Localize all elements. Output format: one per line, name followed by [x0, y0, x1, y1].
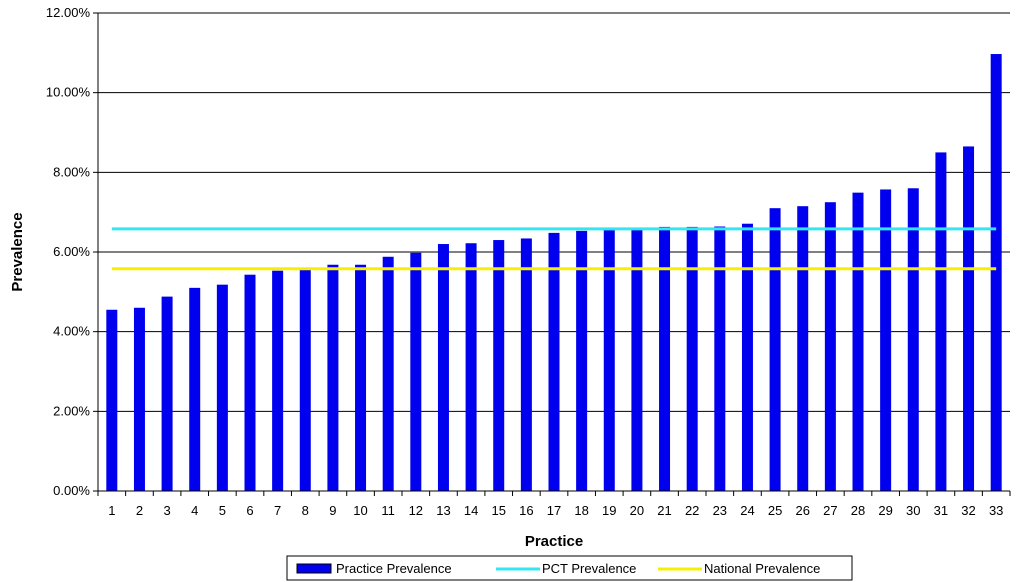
bar-practice-1	[106, 309, 118, 491]
x-axis-title: Practice	[525, 533, 583, 550]
bar-practice-12	[410, 252, 422, 491]
bar-practice-6	[244, 274, 256, 491]
bar-practice-32	[963, 146, 975, 492]
bar-practice-30	[907, 188, 919, 491]
x-tick-label: 12	[409, 503, 423, 518]
x-tick-label: 6	[246, 503, 253, 518]
x-tick-label: 8	[302, 503, 309, 518]
bar-practice-15	[493, 240, 505, 491]
x-tick-label: 28	[851, 503, 865, 518]
bar-practice-22	[686, 226, 698, 491]
x-tick-label: 26	[795, 503, 809, 518]
bar-practice-20	[631, 229, 643, 491]
bar-practice-2	[133, 307, 145, 491]
bar-practice-19	[603, 230, 615, 491]
x-tick-label: 16	[519, 503, 533, 518]
bar-practice-26	[797, 206, 809, 492]
x-tick-label: 31	[934, 503, 948, 518]
x-tick-label: 17	[547, 503, 561, 518]
bar-practice-25	[769, 208, 781, 491]
y-tick-labels: 0.00% 2.00% 4.00% 6.00% 8.00% 10.00% 12.00%	[46, 5, 91, 498]
x-tick-label: 32	[961, 503, 975, 518]
x-tick-label: 20	[630, 503, 644, 518]
bar-practice-17	[548, 232, 560, 491]
x-tick-label: 13	[436, 503, 450, 518]
bar-practice-28	[852, 192, 864, 492]
bar-practice-5	[216, 284, 228, 491]
x-tick-label: 10	[353, 503, 367, 518]
reference-lines	[111, 227, 997, 271]
x-tick-label: 21	[657, 503, 671, 518]
x-tick-label: 25	[768, 503, 782, 518]
bar-practice-14	[465, 243, 477, 491]
legend-label-national-prevalence: National Prevalence	[704, 561, 820, 576]
y-tick-label: 6.00%	[53, 244, 90, 259]
axes	[93, 12, 1011, 496]
x-tick-label: 19	[602, 503, 616, 518]
x-tick-label: 23	[713, 503, 727, 518]
x-tick-label: 14	[464, 503, 478, 518]
legend-label-practice-prevalence: Practice Prevalence	[336, 561, 452, 576]
x-tick-label: 29	[878, 503, 892, 518]
x-tick-label: 1	[108, 503, 115, 518]
bar-practice-18	[576, 230, 588, 491]
bar-practice-27	[824, 202, 836, 492]
bar-practice-13	[437, 244, 449, 491]
legend: Practice Prevalence PCT Prevalence Natio…	[286, 555, 853, 581]
legend-swatch-practice-prevalence	[296, 563, 332, 574]
bar-practice-8	[299, 269, 311, 491]
bar-practice-11	[382, 256, 394, 491]
bar-practice-31	[935, 152, 947, 491]
y-tick-label: 10.00%	[46, 85, 91, 100]
x-tick-label: 15	[491, 503, 505, 518]
x-tick-label: 18	[574, 503, 588, 518]
y-tick-label: 8.00%	[53, 164, 90, 179]
y-tick-label: 12.00%	[46, 5, 91, 20]
x-tick-label: 30	[906, 503, 920, 518]
bar-practice-7	[272, 270, 284, 491]
x-tick-label: 24	[740, 503, 754, 518]
bar-practice-24	[741, 223, 753, 492]
bar-series	[106, 54, 1002, 492]
y-axis-title: Prevalence	[9, 212, 26, 291]
legend-box	[286, 555, 853, 581]
bar-practice-29	[880, 189, 892, 491]
bar-practice-23	[714, 226, 726, 492]
bar-practice-4	[189, 287, 201, 491]
y-tick-label: 2.00%	[53, 403, 90, 418]
x-tick-label: 9	[329, 503, 336, 518]
x-tick-label: 7	[274, 503, 281, 518]
x-tick-label: 11	[381, 503, 395, 518]
x-tick-label: 33	[989, 503, 1003, 518]
x-tick-label: 3	[163, 503, 170, 518]
bar-practice-16	[520, 238, 532, 491]
y-tick-label: 0.00%	[53, 483, 90, 498]
x-tick-label: 5	[219, 503, 226, 518]
bar-practice-3	[161, 296, 173, 491]
y-tick-label: 4.00%	[53, 324, 90, 339]
bar-practice-10	[355, 264, 367, 491]
x-tick-label: 22	[685, 503, 699, 518]
x-tick-label: 2	[136, 503, 143, 518]
bar-practice-21	[659, 226, 671, 491]
bar-practice-33	[990, 54, 1002, 492]
bar-practice-9	[327, 264, 339, 491]
legend-label-pct-prevalence: PCT Prevalence	[542, 561, 636, 576]
x-tick-label: 4	[191, 503, 198, 518]
x-tick-labels: 1 2 3 4 5 6 7 8 9 10 11 12 13 14 15 16 17 18 19 20 21 22 23 24 2…	[108, 503, 1003, 518]
x-tick-label: 27	[823, 503, 837, 518]
